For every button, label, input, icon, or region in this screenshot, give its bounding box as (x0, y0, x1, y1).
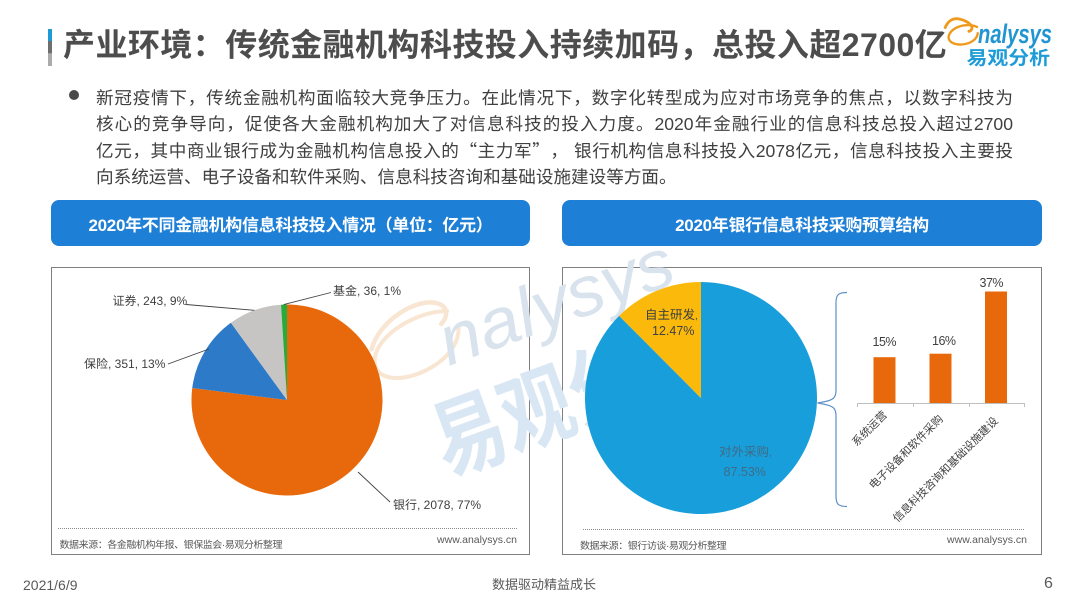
svg-text:nalysys: nalysys (978, 19, 1052, 49)
svg-text:易观分析: 易观分析 (967, 48, 1051, 70)
